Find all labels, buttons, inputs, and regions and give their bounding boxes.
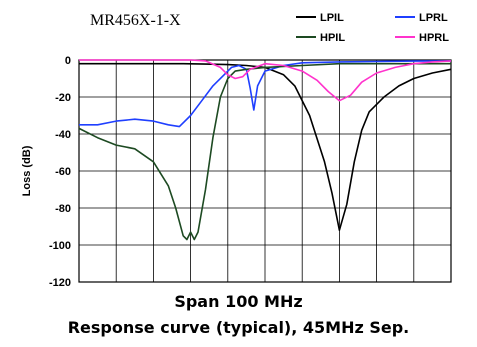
series-lines: [78, 59, 452, 241]
grid: [79, 60, 451, 282]
y-axis-label: Loss (dB): [21, 145, 33, 196]
legend-label-lprl: LPRL: [419, 12, 448, 24]
legend-label-hpil: HPIL: [320, 32, 345, 44]
caption-response-curve: Response curve (typical), 45MHz Sep.: [67, 318, 410, 337]
y-tick-label: -40: [55, 129, 71, 141]
y-tick-label: -80: [55, 203, 71, 215]
y-tick-label: -60: [55, 166, 71, 178]
y-axis-ticks: 0 -20 -40 -60 -80 -100 -120: [49, 55, 71, 287]
y-tick-label: -100: [49, 240, 71, 252]
y-tick-label: 0: [65, 55, 71, 67]
y-tick-label: -20: [55, 92, 71, 104]
series-line-lpil: [79, 62, 452, 231]
series-line-hpil: [78, 62, 451, 241]
chart-title: MR456X-1-X: [90, 12, 181, 29]
legend-label-hprl: HPRL: [419, 32, 449, 44]
y-tick-label: -120: [49, 277, 71, 287]
series-line-hprl: [79, 59, 452, 102]
response-curve-chart: 0 -20 -40 -60 -80 -100 -120 Loss (dB) MR456X-1…: [21, 12, 452, 287]
series-line-lprl: [79, 60, 452, 128]
legend: LPIL LPRL HPIL HPRL: [296, 12, 449, 44]
legend-label-lpil: LPIL: [320, 12, 344, 24]
caption-span: Span 100 MHz: [174, 292, 303, 311]
chart-panel: 0 -20 -40 -60 -80 -100 -120 Loss (dB) MR456X-1…: [21, 12, 452, 287]
